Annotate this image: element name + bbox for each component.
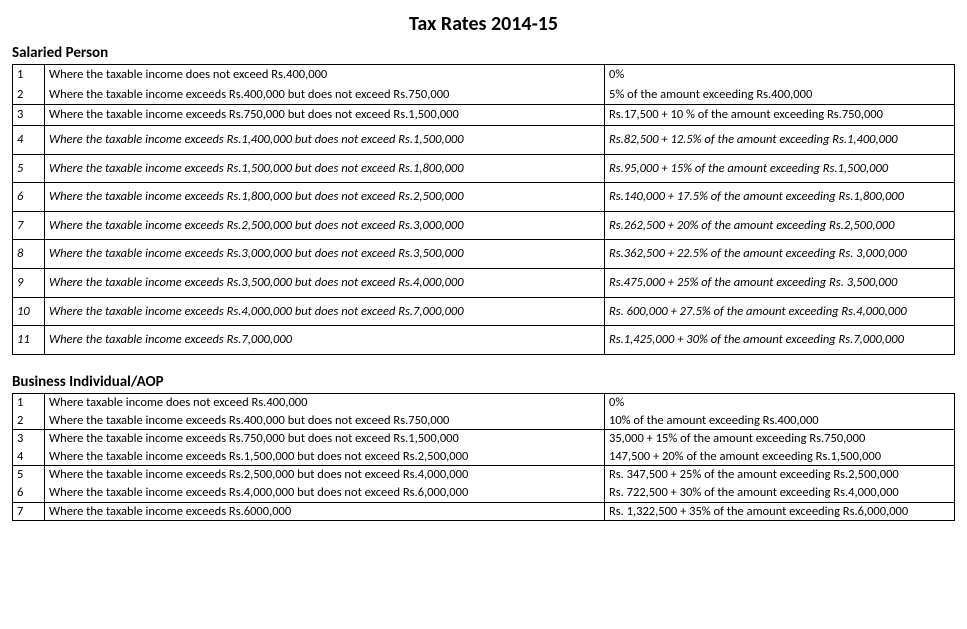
row-number: 5 [13,154,45,183]
salaried-heading: Salaried Person [12,44,955,62]
row-number: 7 [13,502,45,521]
row-desc: Where the taxable income exceeds Rs.3,00… [45,240,605,269]
row-rate: Rs.140,000 + 17.5% of the amount exceedi… [605,183,955,212]
row-desc: Where the taxable income exceeds Rs.400,… [45,412,605,430]
table-row: 6 Where the taxable income exceeds Rs.1,… [13,183,955,212]
row-desc: Where the taxable income exceeds Rs.1,40… [45,125,605,154]
row-desc: Where the taxable income does not exceed… [45,65,605,85]
table-row: 10 Where the taxable income exceeds Rs.4… [13,297,955,326]
row-number: 3 [13,430,45,448]
row-rate: Rs.362,500 + 22.5% of the amount exceedi… [605,240,955,269]
row-desc: Where taxable income does not exceed Rs.… [45,393,605,411]
table-row: 4 Where the taxable income exceeds Rs.1,… [13,125,955,154]
row-desc: Where the taxable income exceeds Rs.2,50… [45,466,605,484]
row-number: 7 [13,211,45,240]
page-title: Tax Rates 2014-15 [12,12,955,36]
row-rate: Rs. 1,322,500 + 35% of the amount exceed… [605,502,955,521]
row-desc: Where the taxable income exceeds Rs.1,50… [45,448,605,466]
row-number: 8 [13,240,45,269]
row-rate: 147,500 + 20% of the amount exceeding Rs… [605,448,955,466]
row-rate: Rs.17,500 + 10 % of the amount exceeding… [605,105,955,126]
row-rate: Rs.262,500 + 20% of the amount exceeding… [605,211,955,240]
business-heading: Business Individual/AOP [12,373,955,391]
table-row: 6 Where the taxable income exceeds Rs.4,… [13,484,955,502]
row-rate: Rs.95,000 + 15% of the amount exceeding … [605,154,955,183]
table-row: 1 Where the taxable income does not exce… [13,65,955,85]
table-row: 7 Where the taxable income exceeds Rs.60… [13,502,955,521]
table-row: 1 Where taxable income does not exceed R… [13,393,955,411]
row-number: 4 [13,125,45,154]
table-row: 3 Where the taxable income exceeds Rs.75… [13,430,955,448]
row-rate: Rs. 347,500 + 25% of the amount exceedin… [605,466,955,484]
table-row: 9 Where the taxable income exceeds Rs.3,… [13,269,955,298]
row-number: 4 [13,448,45,466]
row-number: 6 [13,183,45,212]
row-desc: Where the taxable income exceeds Rs.750,… [45,430,605,448]
row-desc: Where the taxable income exceeds Rs.2,50… [45,211,605,240]
table-row: 11 Where the taxable income exceeds Rs.7… [13,326,955,355]
row-number: 9 [13,269,45,298]
row-number: 1 [13,393,45,411]
row-desc: Where the taxable income exceeds Rs.4,00… [45,297,605,326]
row-desc: Where the taxable income exceeds Rs.750,… [45,105,605,126]
table-row: 2 Where the taxable income exceeds Rs.40… [13,412,955,430]
row-rate: Rs.82,500 + 12.5% of the amount exceedin… [605,125,955,154]
table-row: 5 Where the taxable income exceeds Rs.2,… [13,466,955,484]
row-rate: 0% [605,65,955,85]
row-rate: 35,000 + 15% of the amount exceeding Rs.… [605,430,955,448]
row-rate: Rs. 600,000 + 27.5% of the amount exceed… [605,297,955,326]
row-number: 6 [13,484,45,502]
row-rate: 5% of the amount exceeding Rs.400,000 [605,85,955,105]
table-row: 2 Where the taxable income exceeds Rs.40… [13,85,955,105]
row-number: 10 [13,297,45,326]
row-desc: Where the taxable income exceeds Rs.1,80… [45,183,605,212]
row-number: 1 [13,65,45,85]
row-desc: Where the taxable income exceeds Rs.6000… [45,502,605,521]
row-number: 2 [13,85,45,105]
row-desc: Where the taxable income exceeds Rs.3,50… [45,269,605,298]
row-rate: Rs.475,000 + 25% of the amount exceeding… [605,269,955,298]
salaried-table: 1 Where the taxable income does not exce… [12,64,955,355]
row-desc: Where the taxable income exceeds Rs.400,… [45,85,605,105]
row-number: 5 [13,466,45,484]
row-number: 2 [13,412,45,430]
row-number: 3 [13,105,45,126]
row-number: 11 [13,326,45,355]
table-row: 3 Where the taxable income exceeds Rs.75… [13,105,955,126]
table-row: 4 Where the taxable income exceeds Rs.1,… [13,448,955,466]
row-rate: Rs. 722,500 + 30% of the amount exceedin… [605,484,955,502]
row-rate: 0% [605,393,955,411]
row-desc: Where the taxable income exceeds Rs.1,50… [45,154,605,183]
row-rate: Rs.1,425,000 + 30% of the amount exceedi… [605,326,955,355]
row-desc: Where the taxable income exceeds Rs.7,00… [45,326,605,355]
business-table: 1 Where taxable income does not exceed R… [12,393,955,521]
table-row: 8 Where the taxable income exceeds Rs.3,… [13,240,955,269]
row-rate: 10% of the amount exceeding Rs.400,000 [605,412,955,430]
table-row: 5 Where the taxable income exceeds Rs.1,… [13,154,955,183]
row-desc: Where the taxable income exceeds Rs.4,00… [45,484,605,502]
table-row: 7 Where the taxable income exceeds Rs.2,… [13,211,955,240]
